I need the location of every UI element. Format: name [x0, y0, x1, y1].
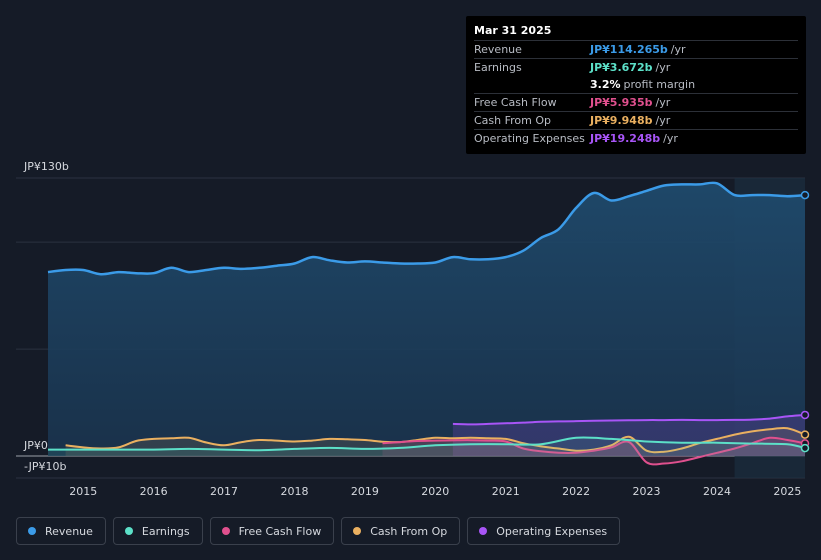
tooltip-row-cash-from-op: Cash From Op JP¥9.948b /yr — [474, 111, 798, 129]
cash-from-op-area — [65, 427, 806, 456]
tooltip-label: Cash From Op — [474, 114, 552, 127]
legend-item-free-cash-flow[interactable]: Free Cash Flow — [209, 517, 335, 545]
tooltip-label: Free Cash Flow — [474, 96, 557, 109]
x-tick-label: 2016 — [140, 485, 168, 498]
revenue-end-marker — [800, 190, 810, 200]
free-cash-flow-line — [382, 436, 806, 466]
legend-item-cash-from-op[interactable]: Cash From Op — [341, 517, 461, 545]
legend-label: Cash From Op — [370, 524, 448, 538]
operating-expenses-end-marker — [800, 410, 810, 420]
legend-label: Free Cash Flow — [238, 524, 322, 538]
tooltip-row-profit-margin: 3.2% profit margin — [474, 76, 798, 93]
cash-from-op-line — [65, 426, 806, 454]
revenue-area — [48, 182, 805, 456]
tooltip-value: JP¥9.948b — [590, 114, 653, 127]
tooltip-label — [474, 76, 590, 93]
x-tick-label: 2020 — [421, 485, 449, 498]
x-tick-label: 2017 — [210, 485, 238, 498]
earnings-line — [48, 436, 806, 452]
tooltip-date: Mar 31 2025 — [474, 24, 552, 37]
tooltip-unit: /yr — [655, 96, 671, 109]
tooltip-unit: /yr — [663, 132, 678, 145]
legend-label: Operating Expenses — [496, 524, 608, 538]
legend-dot-icon — [28, 527, 36, 535]
x-tick-label: 2018 — [280, 485, 308, 498]
tooltip-value: JP¥3.672b — [590, 61, 653, 74]
tooltip-row-earnings: Earnings JP¥3.672b /yr — [474, 58, 798, 76]
tooltip-row-operating-expenses: Operating Expenses JP¥19.248b /yr — [474, 129, 798, 147]
legend-dot-icon — [221, 527, 230, 535]
earnings-end-marker — [800, 443, 810, 453]
tooltip-unit: /yr — [670, 43, 686, 56]
legend-dot-icon — [479, 527, 488, 535]
cash-from-op-end-marker — [800, 430, 810, 439]
x-axis-ticks: 2015 2016 2017 2018 2019 2020 2021 2022 2023 2024… — [69, 485, 801, 498]
tooltip-value: 3.2% — [590, 78, 621, 91]
tooltip-label: Revenue — [474, 43, 522, 56]
tooltip-unit: /yr — [655, 61, 671, 74]
tooltip-value: JP¥114.265b — [590, 43, 668, 56]
x-tick-label: 2019 — [351, 485, 379, 498]
legend-label: Earnings — [141, 524, 190, 538]
legend-item-earnings[interactable]: Earnings — [112, 517, 203, 545]
x-tick-label: 2021 — [492, 485, 520, 498]
legend-dot-icon — [353, 527, 362, 535]
x-tick-label: 2023 — [633, 485, 661, 498]
legend-item-operating-expenses[interactable]: Operating Expenses — [467, 517, 621, 545]
tooltip-label: Earnings — [474, 61, 522, 74]
tooltip-value: JP¥19.248b — [590, 132, 661, 145]
tooltip-unit: /yr — [655, 114, 671, 127]
tooltip-unit: profit margin — [623, 78, 696, 91]
operating-expenses-line — [452, 413, 806, 426]
data-tooltip: Mar 31 2025 Revenue JP¥114.265b /yr Earn… — [466, 16, 806, 154]
chart-legend: Revenue Earnings Free Cash Flow Cash Fro… — [16, 517, 621, 545]
legend-item-revenue[interactable]: Revenue — [16, 517, 106, 545]
x-tick-label: 2024 — [703, 485, 731, 498]
y-axis-bottom-label: -JP¥10b — [24, 460, 66, 473]
series-group — [47, 181, 810, 466]
y-axis-top-label: JP¥130b — [23, 160, 69, 173]
tooltip-row-free-cash-flow: Free Cash Flow JP¥5.935b /yr — [474, 93, 798, 111]
tooltip-row-revenue: Revenue JP¥114.265b /yr — [474, 40, 798, 58]
x-tick-label: 2015 — [69, 485, 97, 498]
tooltip-label: Operating Expenses — [474, 132, 585, 145]
x-tick-label: 2025 — [773, 485, 801, 498]
revenue-line — [47, 181, 806, 276]
legend-dot-icon — [124, 527, 133, 535]
tooltip-value: JP¥5.935b — [590, 96, 653, 109]
legend-label: Revenue — [45, 524, 93, 538]
x-tick-label: 2022 — [562, 485, 590, 498]
y-axis-zero-label: JP¥0 — [23, 439, 48, 452]
